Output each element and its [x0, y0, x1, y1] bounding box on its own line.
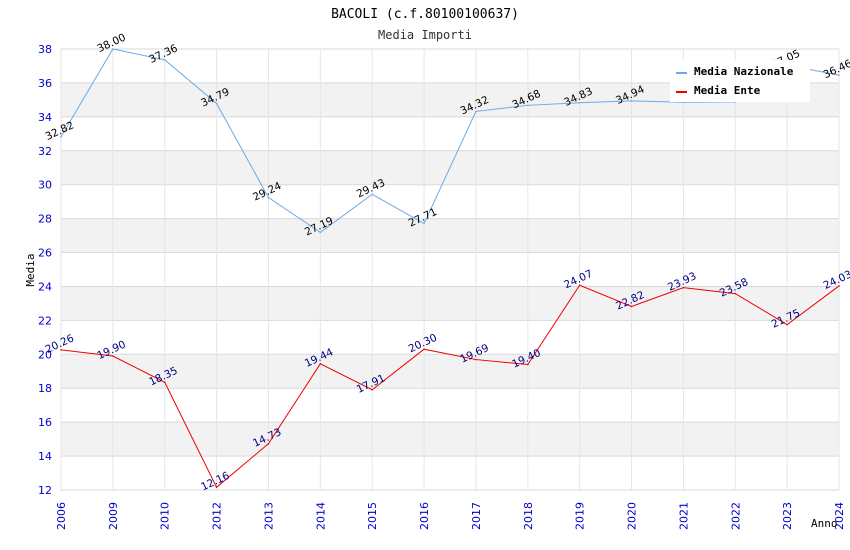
data-point-media-nazionale-2017: [475, 110, 477, 113]
data-point-media-ente-2010: [163, 381, 166, 384]
x-tick-label-2013: 2013: [262, 502, 275, 530]
data-point-media-ente-2022: [734, 292, 737, 295]
data-point-media-ente-2009: [112, 355, 114, 357]
y-tick-label-14: 14: [38, 450, 52, 463]
x-tick-label-2024: 2024: [833, 502, 846, 530]
band-12: [61, 456, 839, 490]
data-point-media-nazionale-2019: [578, 101, 581, 104]
data-point-media-ente-2015: [371, 388, 374, 391]
data-point-media-ente-2006: [60, 349, 62, 351]
data-point-media-ente-2013: [267, 442, 270, 445]
band-16: [61, 388, 839, 423]
x-tick-label-2020: 2020: [626, 502, 639, 530]
y-tick-label-34: 34: [38, 111, 52, 124]
series-line-media-ente: [60, 284, 840, 489]
band-28: [61, 184, 839, 219]
data-point-media-ente-2023: [786, 323, 788, 326]
data-point-media-nazionale-2015: [371, 193, 374, 196]
y-tick-label-30: 30: [38, 179, 52, 192]
data-point-media-nazionale-2020: [630, 100, 633, 102]
data-point-media-ente-2021: [682, 286, 685, 289]
y-tick-label-12: 12: [38, 484, 52, 497]
data-point-media-ente-2017: [475, 358, 477, 361]
data-point-media-ente-2018: [527, 363, 529, 366]
band-20: [61, 320, 839, 355]
y-tick-label-28: 28: [38, 213, 52, 226]
x-axis-label: Anno: [811, 517, 838, 530]
legend-label-media-ente: Media Ente: [694, 84, 761, 97]
y-tick-label-38: 38: [38, 43, 52, 56]
x-tick-label-2017: 2017: [470, 502, 483, 530]
data-point-media-nazionale-2016: [423, 222, 425, 225]
y-axis-ticks: 12 14 16 18 20 22 24 26 28 30 32 34 36 38: [38, 43, 52, 497]
y-tick-label-20: 20: [38, 348, 52, 361]
band-14: [61, 422, 839, 457]
y-tick-label-16: 16: [38, 416, 52, 429]
x-tick-label-2014: 2014: [314, 502, 327, 530]
y-tick-label-22: 22: [38, 314, 52, 327]
data-point-media-nazionale-2024: [838, 74, 840, 76]
data-point-media-nazionale-2010: [163, 59, 166, 61]
y-tick-label-18: 18: [38, 382, 52, 395]
data-point-media-nazionale-2006: [60, 136, 62, 138]
data-point-media-nazionale-2018: [527, 104, 529, 107]
y-tick-label-36: 36: [38, 77, 52, 90]
x-tick-label-2023: 2023: [781, 502, 794, 530]
x-tick-label-2010: 2010: [159, 502, 172, 530]
data-point-media-ente-2012: [215, 486, 218, 489]
chart-title: BACOLI (c.f.80100100637): [331, 7, 519, 22]
data-point-media-ente-2019: [578, 284, 581, 287]
data-point-media-ente-2024: [838, 285, 840, 287]
band-32: [61, 116, 839, 151]
data-point-media-ente-2016: [423, 348, 425, 351]
y-axis-label: Media: [24, 253, 37, 286]
y-tick-label-24: 24: [38, 280, 52, 293]
x-tick-label-2015: 2015: [366, 502, 379, 530]
data-point-media-nazionale-2013: [267, 196, 270, 199]
legend-box: [670, 60, 810, 102]
series-line-media-nazionale: [60, 48, 840, 233]
data-point-media-nazionale-2009: [112, 48, 114, 50]
x-tick-label-2019: 2019: [574, 502, 587, 530]
x-tick-label-2021: 2021: [677, 502, 690, 530]
grid-lines: [60, 48, 840, 491]
data-point-media-ente-2014: [319, 363, 322, 365]
legend: Media Nazionale Media Ente: [670, 60, 810, 102]
y-tick-label-26: 26: [38, 247, 52, 260]
band-22: [61, 286, 839, 321]
x-tick-label-2022: 2022: [729, 502, 742, 530]
band-26: [61, 218, 839, 253]
x-tick-label-2009: 2009: [107, 502, 120, 530]
x-tick-label-2012: 2012: [211, 502, 224, 530]
series-lines: [60, 48, 840, 489]
x-tick-label-2006: 2006: [55, 502, 68, 530]
x-tick-label-2018: 2018: [522, 502, 535, 530]
band-18: [61, 354, 839, 389]
chart-subtitle: Media Importi: [378, 28, 472, 42]
legend-label-media-nazionale: Media Nazionale: [694, 65, 794, 78]
data-point-media-ente-2020: [630, 305, 633, 308]
x-axis-ticks: 2006 2009 2010 2012 2013 2014 2015 2016 2017 2018…: [55, 502, 846, 530]
data-point-media-nazionale-2014: [319, 231, 322, 234]
y-tick-label-32: 32: [38, 145, 52, 158]
band-24: [61, 252, 839, 287]
x-tick-label-2016: 2016: [418, 502, 431, 530]
data-point-media-nazionale-2012: [215, 102, 218, 105]
background-bands: [61, 49, 839, 490]
